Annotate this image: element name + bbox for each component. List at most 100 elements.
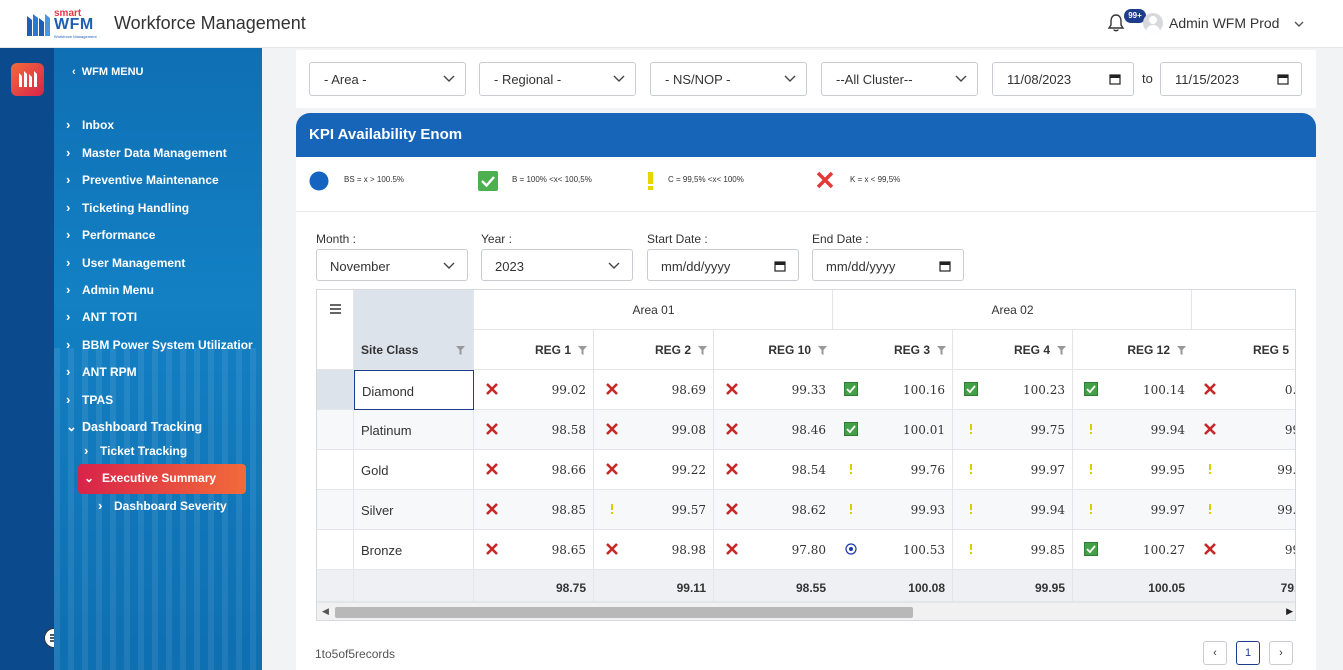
date-to-input[interactable]: 11/15/2023: [1160, 62, 1302, 96]
kpi-value-cell[interactable]: 99.75: [953, 410, 1073, 450]
date-from-input[interactable]: 11/08/2023: [992, 62, 1134, 96]
rail-app-icon[interactable]: [11, 63, 44, 96]
kpi-value-cell[interactable]: 99.95: [1073, 450, 1193, 490]
kpi-value-cell[interactable]: 98.54: [714, 450, 834, 490]
calendar-icon[interactable]: [774, 260, 786, 272]
kpi-value-cell[interactable]: 100.23: [953, 370, 1073, 410]
kpi-value-cell[interactable]: 99.94: [1073, 410, 1193, 450]
sidebar-item-ant-toti[interactable]: › ANT TOTI: [66, 309, 138, 324]
kpi-value-cell[interactable]: 98.65: [474, 530, 594, 570]
regional-select[interactable]: - Regional -: [479, 62, 636, 96]
region-column-header[interactable]: REG 12: [1073, 330, 1193, 370]
prev-page-button[interactable]: ‹: [1203, 641, 1227, 665]
sidebar-item-preventive[interactable]: › Preventive Maintenance: [66, 172, 219, 187]
sidebar-item-tpas[interactable]: › TPAS: [66, 392, 114, 407]
app-logo[interactable]: smart WFM Workforce Management: [24, 6, 110, 42]
kpi-value-cell[interactable]: 100.53: [833, 530, 953, 570]
kpi-value-cell[interactable]: 99.97: [1073, 490, 1193, 530]
filter-icon[interactable]: [1177, 346, 1186, 355]
area-select[interactable]: - Area -: [309, 62, 466, 96]
start-date-input[interactable]: mm/dd/yyyy: [647, 249, 799, 281]
sidebar-item-executive-summary[interactable]: ⌄ Executive Summary: [78, 464, 246, 494]
kpi-value-cell[interactable]: 98.85: [474, 490, 594, 530]
kpi-value-cell[interactable]: 98.66: [474, 450, 594, 490]
kpi-value-cell[interactable]: 99.: [1192, 530, 1295, 570]
filter-icon[interactable]: [818, 346, 827, 355]
kpi-value-cell[interactable]: 99.: [1192, 410, 1295, 450]
region-column-header[interactable]: REG 4: [953, 330, 1073, 370]
sidebar-item-ant-rpm[interactable]: › ANT RPM: [66, 364, 137, 379]
kpi-value-cell[interactable]: 98.98: [594, 530, 714, 570]
sidebar-item-user-management[interactable]: › User Management: [66, 255, 186, 270]
sidebar-title[interactable]: ‹ WFM MENU: [72, 66, 144, 78]
sidebar-item-dashboard-severity[interactable]: › Dashboard Severity: [98, 498, 227, 513]
region-column-header[interactable]: REG 2: [594, 330, 714, 370]
kpi-value-cell[interactable]: 100.01: [833, 410, 953, 450]
kpi-value-cell[interactable]: 99.94: [953, 490, 1073, 530]
kpi-value-cell[interactable]: 99.97: [953, 450, 1073, 490]
row-selector[interactable]: [317, 490, 354, 530]
kpi-value-cell[interactable]: 98.58: [474, 410, 594, 450]
kpi-value-cell[interactable]: 99.33: [714, 370, 834, 410]
kpi-value-cell[interactable]: 98.46: [714, 410, 834, 450]
horizontal-scrollbar[interactable]: ◀ ▶: [317, 602, 1295, 620]
row-selector[interactable]: [317, 370, 354, 410]
region-column-header[interactable]: REG 5: [1192, 330, 1295, 370]
sidebar-item-performance[interactable]: › Performance: [66, 227, 156, 242]
site-class-cell[interactable]: Silver: [354, 490, 474, 530]
filter-icon[interactable]: [937, 346, 946, 355]
kpi-value-cell[interactable]: 100.16: [833, 370, 953, 410]
kpi-value-cell[interactable]: 99.6: [1192, 450, 1295, 490]
bell-icon[interactable]: [1106, 13, 1126, 33]
kpi-value-cell[interactable]: 99.08: [594, 410, 714, 450]
kpi-value-cell[interactable]: 99.22: [594, 450, 714, 490]
kpi-value-cell[interactable]: 97.80: [714, 530, 834, 570]
row-selector[interactable]: [317, 410, 354, 450]
sidebar-item-ticket-tracking[interactable]: › Ticket Tracking: [84, 443, 188, 458]
kpi-value-cell[interactable]: 99.6: [1192, 490, 1295, 530]
kpi-value-cell[interactable]: 98.69: [594, 370, 714, 410]
kpi-value-cell[interactable]: 99.02: [474, 370, 594, 410]
site-class-cell[interactable]: Gold: [354, 450, 474, 490]
sidebar-item-ticketing[interactable]: › Ticketing Handling: [66, 200, 190, 215]
user-name[interactable]: Admin WFM Prod: [1169, 15, 1280, 31]
kpi-value-cell[interactable]: 99.85: [953, 530, 1073, 570]
sidebar-item-dashboard-tracking[interactable]: ⌄ Dashboard Tracking: [66, 419, 203, 434]
row-selector[interactable]: [317, 450, 354, 490]
scroll-left-icon[interactable]: ◀: [322, 606, 329, 616]
month-select[interactable]: November: [316, 249, 468, 281]
year-select[interactable]: 2023: [481, 249, 633, 281]
kpi-value-cell[interactable]: 99.76: [833, 450, 953, 490]
chevron-down-icon[interactable]: [1292, 17, 1306, 31]
scroll-right-icon[interactable]: ▶: [1286, 606, 1293, 616]
calendar-icon[interactable]: [939, 260, 951, 272]
filter-icon[interactable]: [578, 346, 587, 355]
kpi-value-cell[interactable]: 100.27: [1073, 530, 1193, 570]
site-class-cell[interactable]: Platinum: [354, 410, 474, 450]
scrollbar-thumb[interactable]: [335, 607, 913, 618]
site-class-header[interactable]: Site Class: [354, 290, 474, 370]
grid-column-menu[interactable]: [317, 290, 354, 370]
region-column-header[interactable]: REG 10: [714, 330, 834, 370]
sidebar-item-master-data[interactable]: › Master Data Management: [66, 145, 227, 160]
filter-icon[interactable]: [456, 346, 465, 355]
region-column-header[interactable]: REG 3: [833, 330, 953, 370]
kpi-value-cell[interactable]: 99.57: [594, 490, 714, 530]
sidebar-item-admin[interactable]: › Admin Menu: [66, 282, 154, 297]
nsnop-select[interactable]: - NS/NOP -: [650, 62, 807, 96]
sidebar-item-inbox[interactable]: › Inbox: [66, 117, 114, 132]
next-page-button[interactable]: ›: [1269, 641, 1293, 665]
kpi-value-cell[interactable]: 98.62: [714, 490, 834, 530]
region-column-header[interactable]: REG 1: [474, 330, 594, 370]
calendar-icon[interactable]: [1277, 73, 1289, 85]
sidebar-item-bbm[interactable]: › BBM Power System Utilizatior: [66, 337, 253, 352]
kpi-value-cell[interactable]: 0.0: [1192, 370, 1295, 410]
cluster-select[interactable]: --All Cluster--: [821, 62, 978, 96]
page-1-button[interactable]: 1: [1236, 641, 1260, 665]
row-selector[interactable]: [317, 530, 354, 570]
calendar-icon[interactable]: [1109, 73, 1121, 85]
kpi-value-cell[interactable]: 100.14: [1073, 370, 1193, 410]
kpi-value-cell[interactable]: 99.93: [833, 490, 953, 530]
filter-icon[interactable]: [1057, 346, 1066, 355]
end-date-input[interactable]: mm/dd/yyyy: [812, 249, 964, 281]
